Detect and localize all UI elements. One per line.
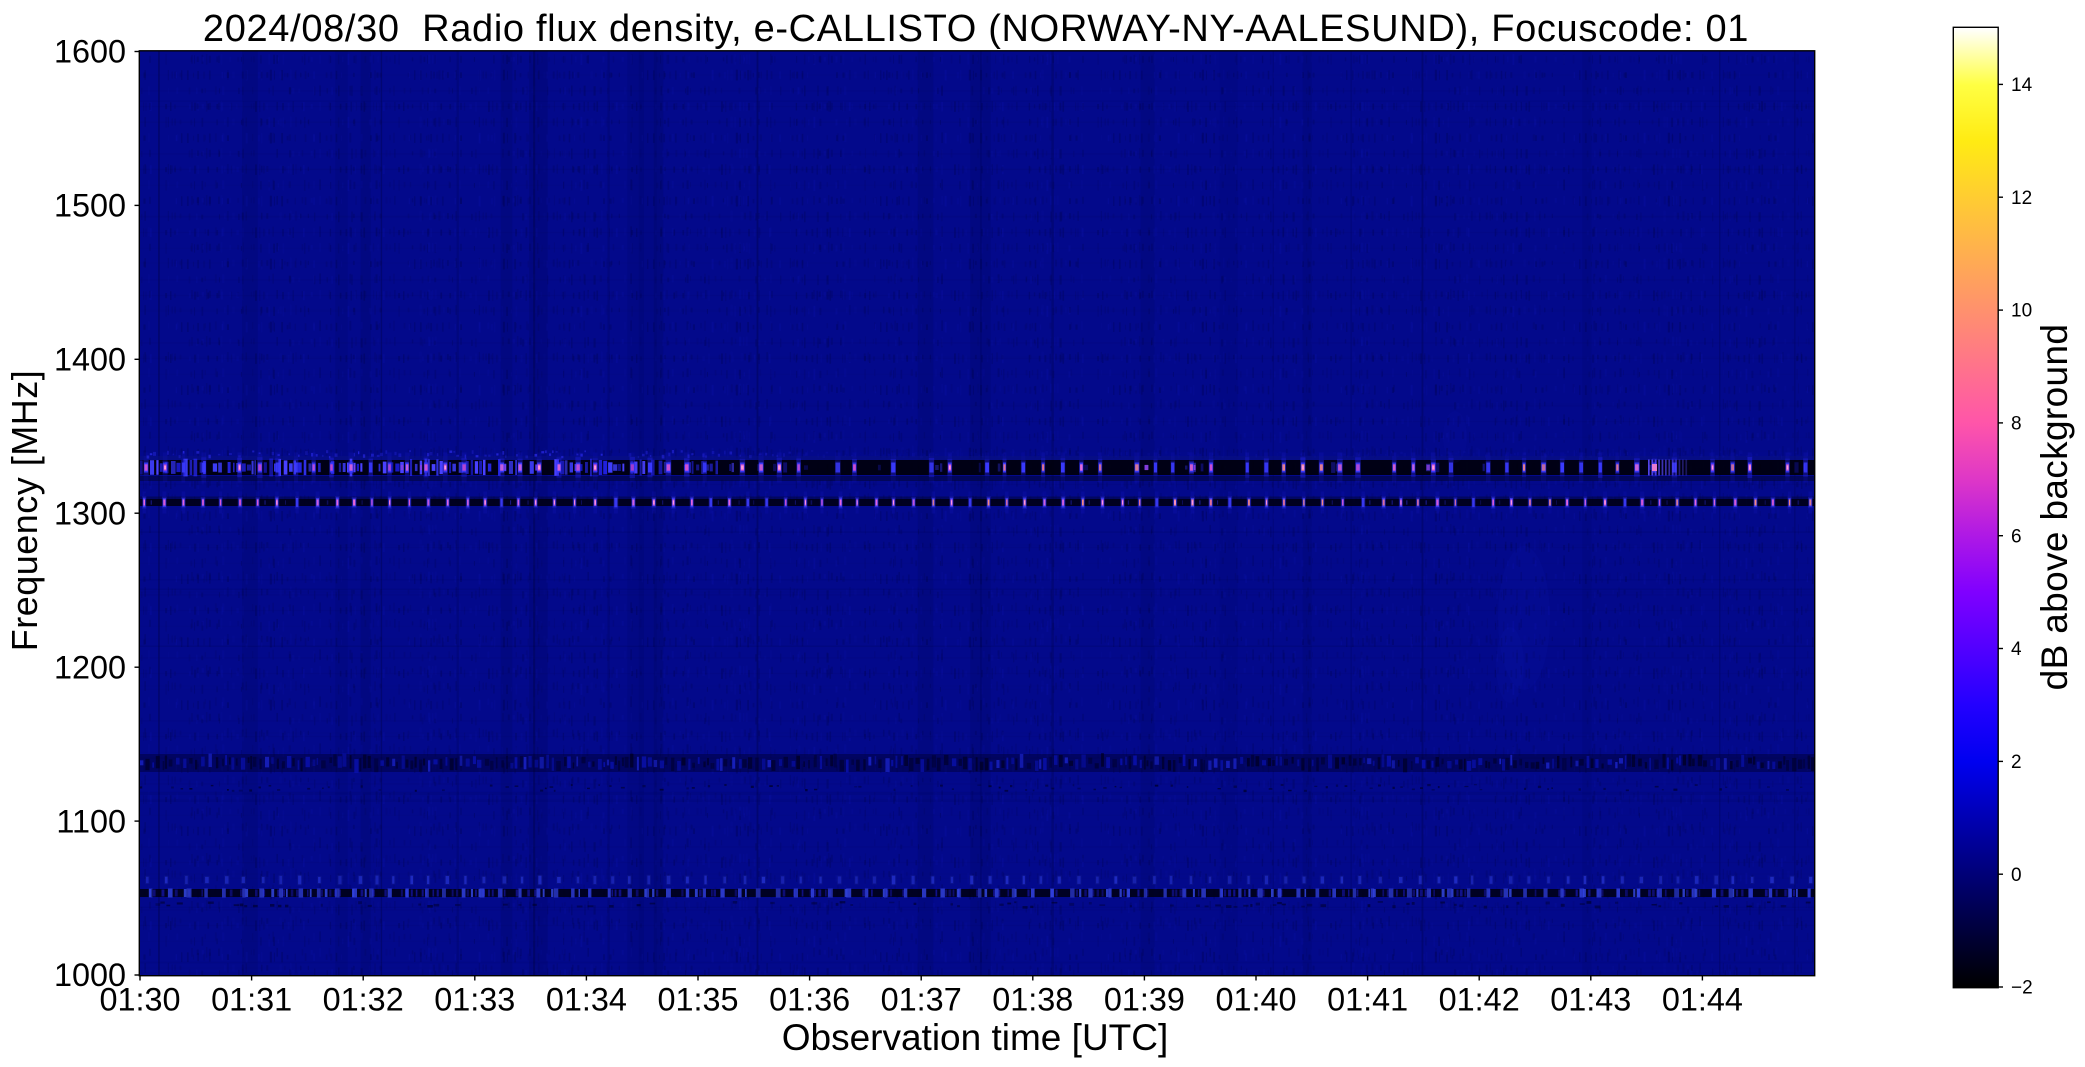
svg-text:14: 14 [2011, 75, 2033, 96]
svg-text:6: 6 [2011, 526, 2022, 547]
svg-text:01:31: 01:31 [211, 982, 292, 1018]
svg-text:12: 12 [2011, 188, 2032, 209]
svg-text:Observation time [UTC]: Observation time [UTC] [782, 1017, 1169, 1058]
svg-text:01:40: 01:40 [1215, 982, 1296, 1018]
svg-text:01:42: 01:42 [1439, 982, 1520, 1018]
svg-text:1500: 1500 [54, 188, 126, 224]
svg-text:01:38: 01:38 [992, 982, 1073, 1018]
svg-text:2024/08/30 Radio flux density: 2024/08/30 Radio flux density, e-CALLIST… [203, 8, 1749, 50]
svg-text:01:44: 01:44 [1662, 982, 1743, 1018]
svg-text:−2: −2 [2011, 978, 2033, 999]
svg-text:1400: 1400 [54, 342, 126, 378]
svg-text:01:43: 01:43 [1550, 982, 1631, 1018]
svg-text:dB above background: dB above background [2034, 324, 2075, 691]
svg-text:01:33: 01:33 [434, 982, 515, 1018]
svg-text:Frequency [MHz]: Frequency [MHz] [4, 370, 45, 652]
svg-text:10: 10 [2011, 301, 2032, 322]
svg-text:01:35: 01:35 [657, 982, 738, 1018]
svg-text:01:41: 01:41 [1327, 982, 1408, 1018]
svg-text:1000: 1000 [54, 957, 126, 993]
svg-text:1600: 1600 [54, 34, 126, 70]
svg-text:1200: 1200 [54, 649, 126, 685]
svg-text:01:30: 01:30 [99, 982, 180, 1018]
svg-text:0: 0 [2011, 865, 2022, 886]
svg-text:01:34: 01:34 [546, 982, 627, 1018]
svg-text:2: 2 [2011, 752, 2022, 773]
svg-text:01:32: 01:32 [323, 982, 404, 1018]
svg-text:01:39: 01:39 [1104, 982, 1185, 1018]
svg-text:1300: 1300 [54, 496, 126, 532]
svg-text:01:37: 01:37 [881, 982, 962, 1018]
svg-text:8: 8 [2011, 414, 2022, 435]
svg-text:1100: 1100 [56, 803, 126, 839]
svg-text:4: 4 [2011, 639, 2022, 660]
svg-text:01:36: 01:36 [769, 982, 850, 1018]
